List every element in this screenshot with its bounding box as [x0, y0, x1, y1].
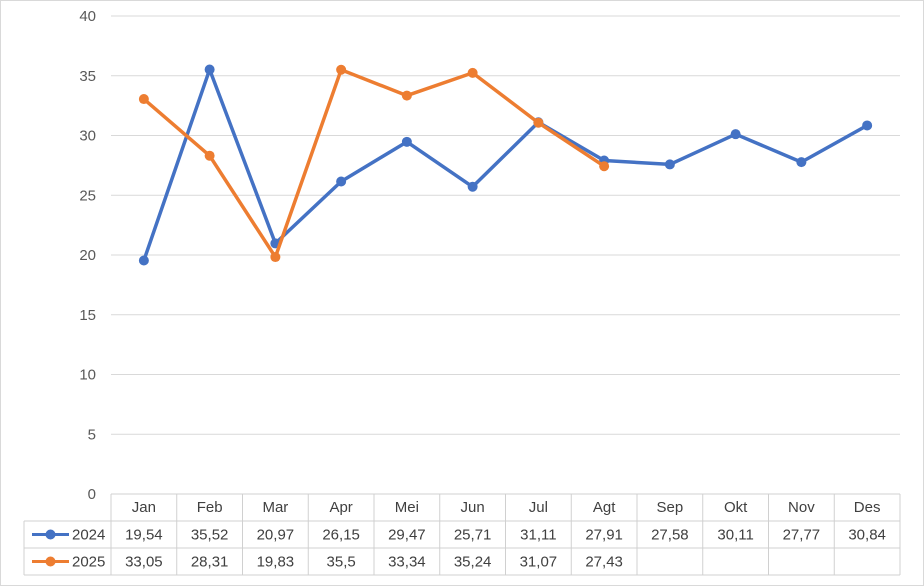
category-label: Des — [854, 499, 881, 516]
table-value-cell: 35,5 — [327, 554, 356, 571]
table-value-cell: 35,24 — [454, 554, 492, 571]
y-tick-label: 35 — [79, 68, 96, 85]
data-point — [664, 159, 675, 170]
y-tick-label: 0 — [88, 486, 96, 503]
legend-key-marker — [45, 529, 56, 540]
table-value-cell: 29,47 — [388, 527, 426, 544]
data-point — [138, 255, 149, 266]
table-value-cell: 27,43 — [585, 554, 623, 571]
table-value-cell: 31,11 — [520, 527, 556, 544]
table-value-cell: 20,97 — [257, 527, 295, 544]
y-tick-label: 25 — [79, 187, 96, 204]
table-value-cell: 30,11 — [717, 527, 753, 544]
category-label: Feb — [197, 499, 223, 516]
data-point — [730, 129, 741, 140]
table-value-cell: 28,31 — [191, 554, 229, 571]
data-point — [138, 94, 149, 105]
y-tick-label: 15 — [79, 307, 96, 324]
table-value-cell: 30,84 — [848, 527, 886, 544]
data-point — [401, 90, 412, 101]
category-label: Jan — [132, 499, 156, 516]
table-value-cell: 33,05 — [125, 554, 163, 571]
series-line-2024 — [142, 67, 869, 263]
data-table: Jan Feb Mar Apr Mei Jun Jul Agt Sep Okt Nov Des 2024… — [23, 493, 901, 576]
data-point — [796, 157, 807, 168]
category-label: Nov — [788, 499, 815, 516]
legend-key-marker — [45, 556, 56, 567]
series-line-2025 — [142, 68, 606, 259]
table-value-cell: 33,34 — [388, 554, 426, 571]
table-value-cell: 27,77 — [783, 527, 821, 544]
legend-series-name: 2024 — [72, 527, 105, 544]
table-value-cell: 26,15 — [322, 527, 360, 544]
data-point — [336, 176, 347, 187]
data-point — [599, 161, 610, 172]
table-value-cell: 31,07 — [520, 554, 558, 571]
table-value-cell: 27,58 — [651, 527, 689, 544]
y-tick-label: 5 — [88, 426, 96, 443]
data-point — [401, 136, 412, 147]
series-lines — [138, 64, 873, 266]
table-value-cell: 27,91 — [585, 527, 623, 544]
category-label: Sep — [657, 499, 684, 516]
data-point — [862, 120, 873, 131]
category-label: Apr — [329, 499, 352, 516]
data-point — [467, 181, 478, 192]
table-value-cell: 35,52 — [191, 527, 229, 544]
y-tick-label: 40 — [79, 8, 96, 25]
category-label: Agt — [593, 499, 616, 516]
category-label: Jul — [529, 499, 548, 516]
y-axis-ticks: 0 5 10 15 20 25 30 35 40 — [79, 8, 96, 503]
data-point — [336, 64, 347, 75]
category-label: Mar — [262, 499, 288, 516]
table-value-cell: 19,83 — [257, 554, 295, 571]
category-label: Okt — [724, 499, 748, 516]
data-point — [204, 150, 215, 161]
data-point — [533, 117, 544, 128]
category-label: Mei — [395, 499, 419, 516]
table-value-cell: 25,71 — [454, 527, 492, 544]
data-point — [270, 252, 281, 263]
y-tick-label: 20 — [79, 247, 96, 264]
data-point — [204, 64, 215, 75]
data-point — [467, 67, 478, 78]
category-label: Jun — [461, 499, 485, 516]
legend-series-name: 2025 — [72, 554, 105, 571]
table-value-cell: 19,54 — [125, 527, 163, 544]
y-tick-label: 30 — [79, 128, 96, 145]
gridlines — [111, 15, 900, 435]
y-tick-label: 10 — [79, 367, 96, 384]
